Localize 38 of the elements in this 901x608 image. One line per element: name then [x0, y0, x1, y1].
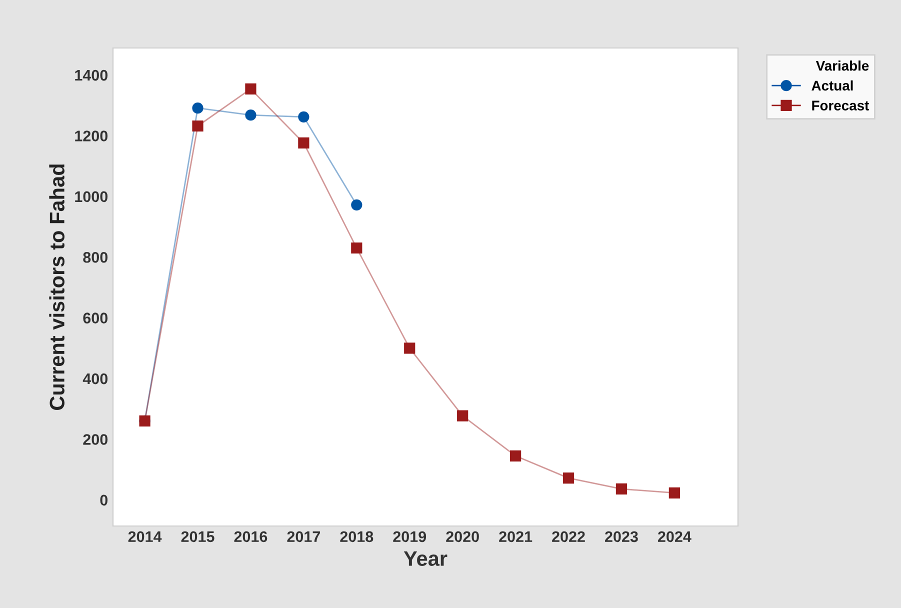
y-tick-label: 1000 — [75, 191, 108, 202]
x-tick-label: 2018 — [340, 531, 374, 542]
point — [510, 450, 522, 462]
y-tick-label: 600 — [83, 312, 108, 324]
x-tick-label: 2023 — [605, 531, 638, 542]
x-tick-label: 2021 — [499, 531, 532, 542]
point — [192, 102, 204, 114]
point — [404, 342, 416, 354]
y-tick-label: 1400 — [75, 70, 108, 81]
point — [298, 111, 310, 122]
x-tick-label: 2019 — [393, 531, 426, 542]
legend-label: Forecast — [812, 100, 869, 110]
point — [351, 242, 362, 254]
y-tick-label: 200 — [83, 434, 108, 445]
point — [668, 487, 680, 498]
y-tick-label: 800 — [83, 252, 108, 263]
point — [351, 199, 362, 210]
legend-label: Actual — [812, 80, 853, 91]
x-axis-title: Year — [404, 551, 448, 566]
point — [192, 120, 204, 132]
x-tick-label: 2015 — [181, 531, 214, 542]
y-tick-label: 0 — [100, 494, 108, 506]
x-tick-label: 2014 — [128, 531, 162, 542]
x-tick-label: 2017 — [287, 531, 320, 542]
x-tick-label: 2020 — [446, 531, 479, 542]
point — [457, 410, 468, 422]
x-tick-label: 2022 — [552, 531, 585, 542]
point — [245, 83, 256, 95]
point — [298, 137, 310, 149]
legend-title: Variable — [816, 60, 869, 71]
point — [616, 483, 628, 495]
y-tick-label: 400 — [82, 373, 108, 384]
point — [245, 110, 256, 121]
x-tick-label: 2024 — [658, 531, 692, 542]
y-axis-title: Current visitors to Fahad — [49, 164, 64, 410]
y-tick-label: 1200 — [75, 130, 108, 142]
x-tick-label: 2016 — [234, 531, 268, 542]
point — [562, 472, 574, 484]
